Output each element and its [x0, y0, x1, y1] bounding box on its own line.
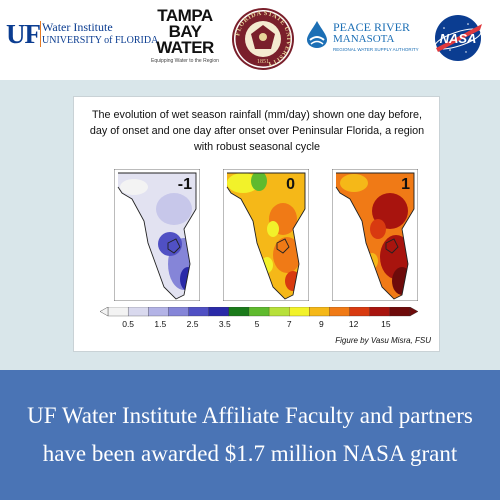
tampa-bay-water-logo: TAMPA BAY WATER Equipping Water to the R…	[150, 6, 220, 72]
colorbar-segment	[268, 307, 290, 317]
colorbar-tick-label: 15	[381, 319, 391, 329]
tbw-line2: BAY	[168, 22, 202, 41]
colorbar-tick-label: 3.5	[218, 319, 231, 329]
colorbar-segment	[148, 307, 169, 317]
panel-label: 1	[401, 176, 410, 193]
colorbar-segment	[208, 307, 230, 317]
panel-label: 0	[286, 176, 295, 193]
map-panel-onset: 0	[223, 169, 309, 301]
colorbar-tick-label: 9	[319, 319, 324, 329]
panel-label: -1	[178, 176, 192, 193]
water-drop-icon	[307, 21, 327, 48]
prm-line2: MANASOTA	[333, 33, 395, 45]
tbw-line1: TAMPA	[157, 6, 213, 25]
map-panel-before-onset: -1	[114, 169, 200, 301]
tbw-tagline: Equipping Water to the Region	[151, 58, 219, 64]
figure-title: The evolution of wet season rainfall (mm…	[89, 109, 425, 153]
nasa-meatball-icon: NASA	[434, 15, 482, 61]
uf-divider	[40, 21, 41, 47]
map-panel-after-onset: 1	[332, 169, 418, 301]
colorbar-labels: 0.5 1.5 2.5 3.5 5 7 9 12 15	[100, 319, 418, 333]
logo-bar: UF Water Institute UNIVERSITY of FLORIDA…	[0, 0, 500, 80]
prm-line3: REGIONAL WATER SUPPLY AUTHORITY	[333, 47, 419, 52]
fsu-year: 1851	[257, 59, 269, 65]
colorbar-segment	[329, 307, 350, 317]
fsu-seal-logo: FLORIDA STATE UNIVERSITY 1851	[230, 6, 296, 72]
colorbar-segment	[248, 307, 270, 317]
colorbar-segment	[309, 307, 330, 317]
colorbar-segment	[349, 307, 371, 317]
colorbar	[100, 307, 418, 317]
colorbar-tick-label: 7	[286, 319, 292, 329]
uf-monogram: UF	[6, 19, 41, 49]
colorbar-tick-label: 1.5	[154, 319, 167, 329]
peace-river-manasota-logo: PEACE RIVER MANASOTA REGIONAL WATER SUPP…	[306, 18, 426, 62]
colorbar-tick-label: 12	[348, 319, 359, 329]
colorbar-left-arrow	[100, 307, 109, 317]
figure-credit: Figure by Vasu Misra, FSU	[335, 336, 431, 345]
headline-text: UF Water Institute Affiliate Faculty and…	[27, 403, 473, 466]
colorbar-right-arrow	[409, 307, 418, 317]
uf-logo-line2: UNIVERSITY of FLORIDA	[42, 35, 159, 46]
uf-water-institute-logo: UF Water Institute UNIVERSITY of FLORIDA	[6, 18, 158, 58]
colorbar-segment	[369, 307, 391, 317]
colorbar-segment	[107, 307, 129, 317]
colorbar-segment	[127, 307, 149, 317]
uf-logo-line1: Water Institute	[42, 20, 113, 34]
colorbar-tick-label: 5	[254, 319, 260, 329]
colorbar-segment	[228, 307, 250, 317]
nasa-text: NASA	[440, 31, 477, 46]
colorbar-segment	[188, 307, 210, 317]
tbw-line3: WATER	[156, 38, 214, 57]
colorbar-segment	[168, 307, 189, 317]
headline-banner: UF Water Institute Affiliate Faculty and…	[0, 370, 500, 500]
colorbar-tick-label: 2.5	[186, 319, 199, 329]
fsu-seal-icon: FLORIDA STATE UNIVERSITY 1851	[232, 8, 294, 70]
colorbar-tick-label: 0.5	[122, 319, 135, 329]
nasa-meatball-logo: NASA	[430, 12, 486, 64]
rainfall-figure: The evolution of wet season rainfall (mm…	[73, 96, 440, 352]
map-panels: -1 0	[114, 169, 418, 301]
colorbar-segment	[389, 307, 411, 317]
colorbar-segment	[289, 307, 310, 317]
prm-line1: PEACE RIVER	[333, 20, 411, 34]
